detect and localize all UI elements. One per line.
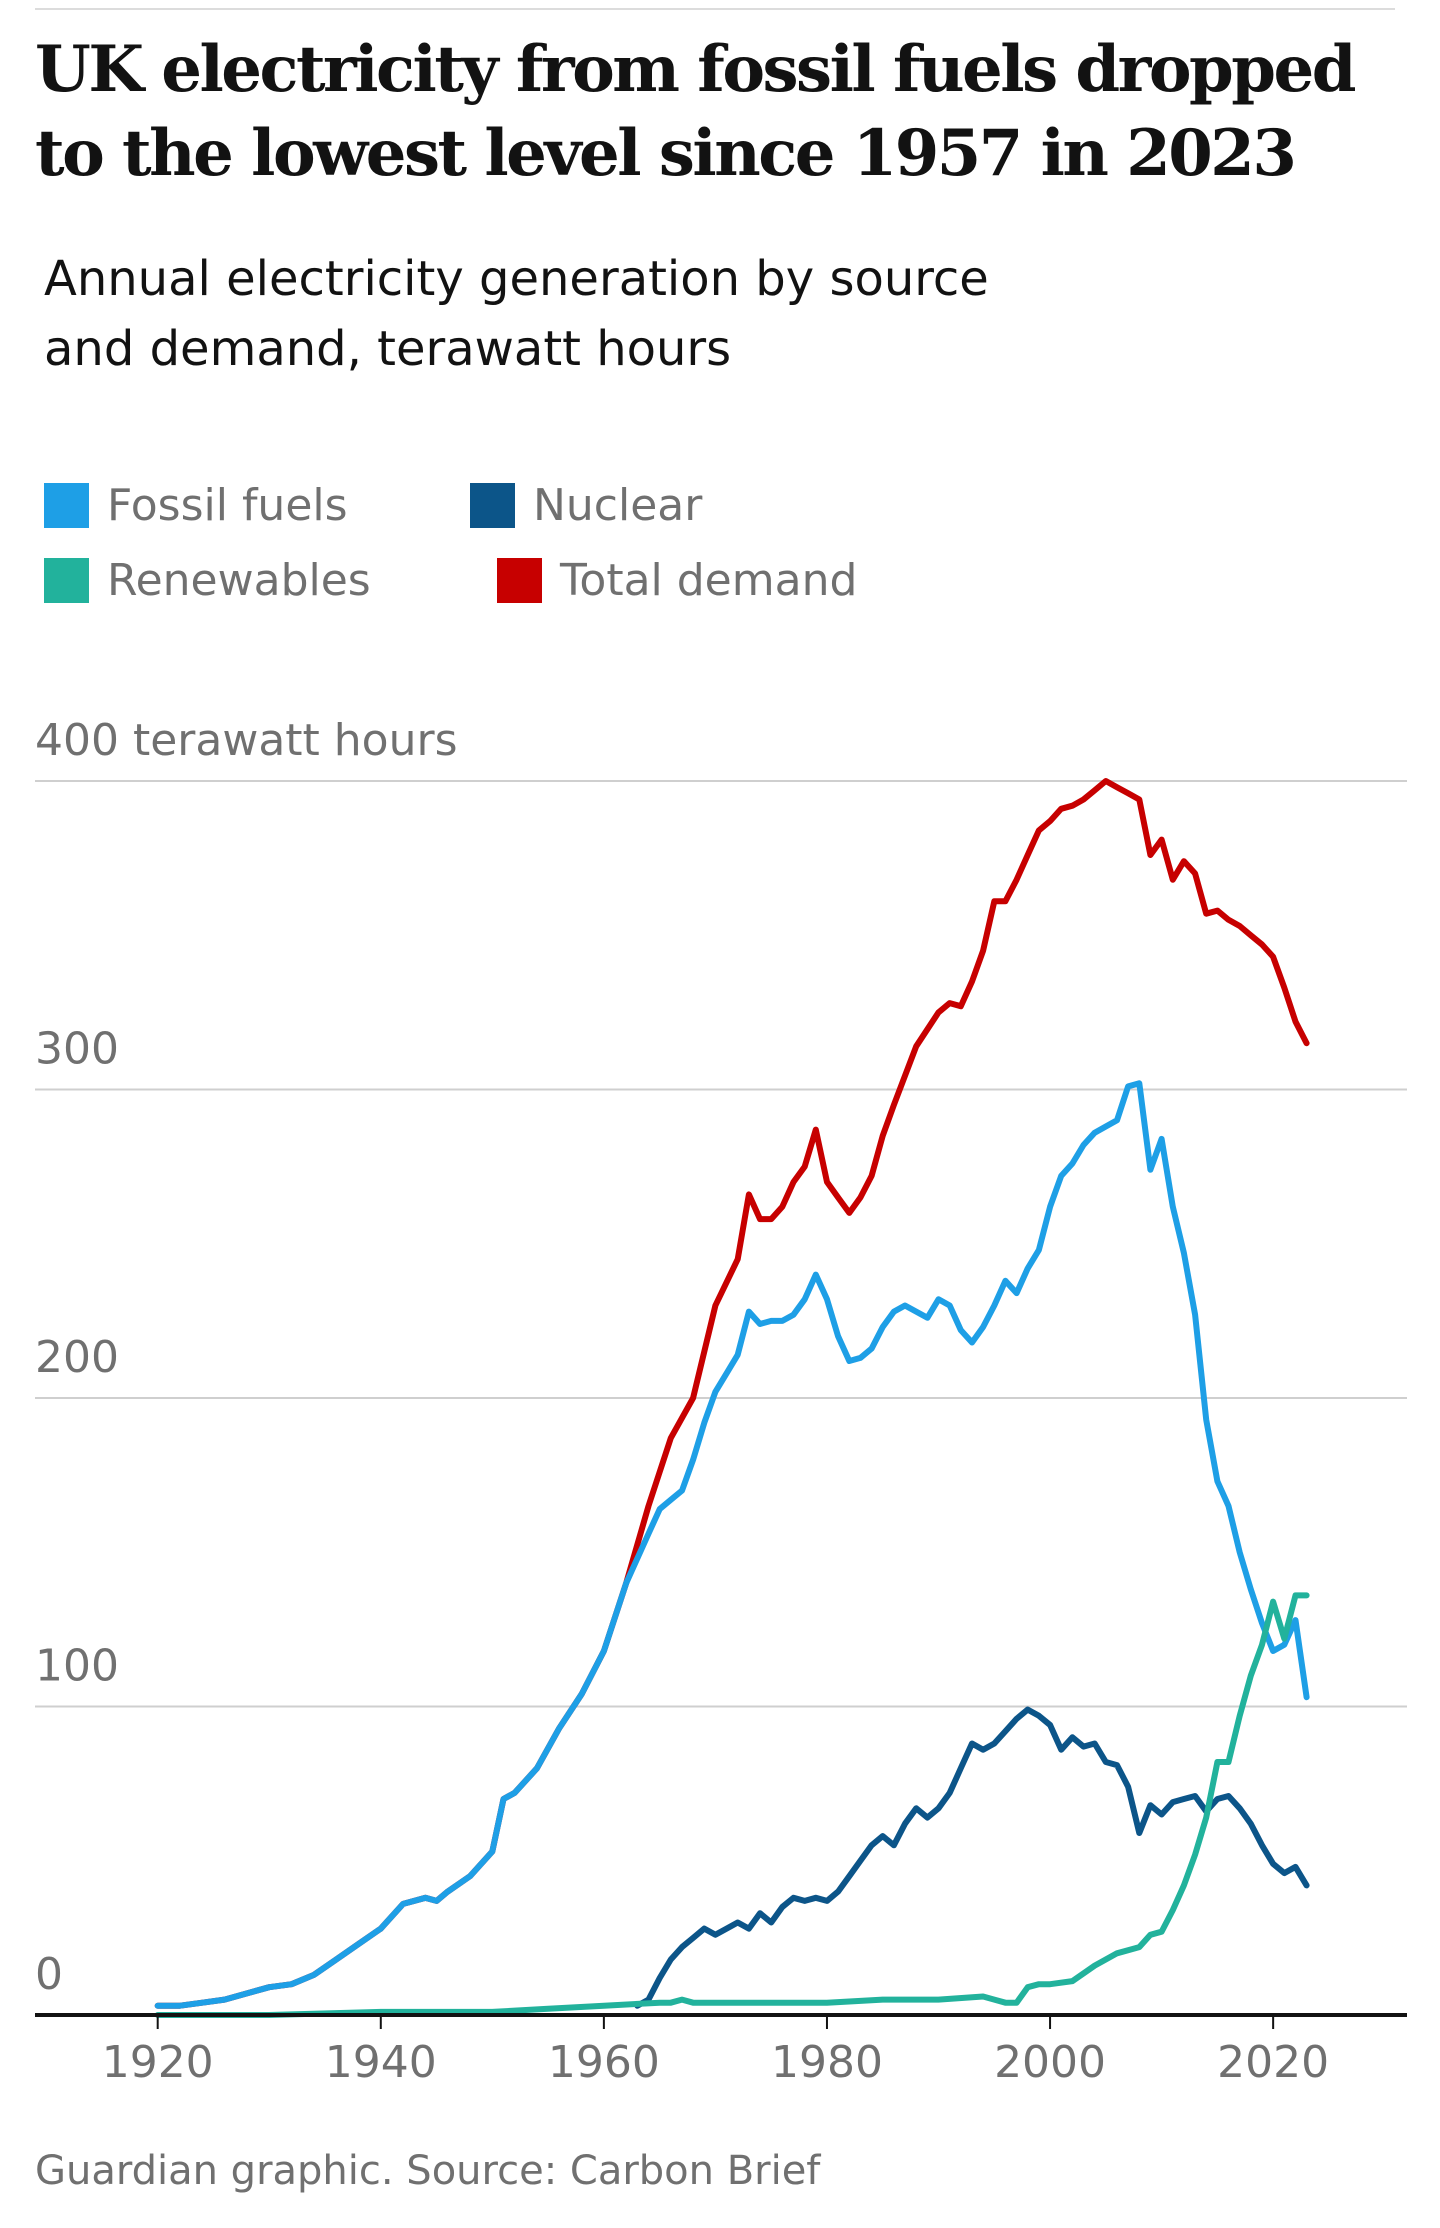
series-lines [154, 778, 1310, 2018]
legend-label-renewables: Renewables [107, 555, 371, 606]
legend-swatch-total-demand [497, 558, 542, 603]
legend-swatch-renewables [44, 558, 89, 603]
y-tick-label-200: 200 [35, 1332, 119, 1383]
legend-item-nuclear: Nuclear [470, 480, 702, 531]
legend-item-renewables: Renewables [44, 555, 371, 606]
x-tick-label-1940: 1940 [325, 2037, 437, 2088]
y-tick-label-100: 100 [35, 1641, 119, 1692]
top-rule [35, 8, 1395, 10]
legend-swatch-nuclear [470, 483, 515, 528]
x-tick-label-1920: 1920 [102, 2037, 214, 2088]
x-axis: 1920 1940 1960 1980 2000 2020 [35, 2013, 1407, 2088]
legend-swatch-fossil-fuels [44, 483, 89, 528]
legend-item-fossil-fuels: Fossil fuels [44, 480, 348, 531]
x-tick-label-1980: 1980 [771, 2037, 883, 2088]
x-tick-label-2020: 2020 [1217, 2037, 1329, 2088]
series-line-renewables [154, 1592, 1310, 2018]
chart-title: UK electricity from fossil fuels dropped… [35, 32, 1357, 191]
x-tick-label-2000: 2000 [994, 2037, 1106, 2088]
x-tick-label-1960: 1960 [548, 2037, 660, 2088]
legend-label-nuclear: Nuclear [533, 480, 703, 531]
source-note: Guardian graphic. Source: Carbon Brief [35, 2148, 821, 2194]
y-tick-label-0: 0 [35, 1949, 63, 2000]
chart-subtitle: Annual electricity generation by source … [44, 251, 989, 377]
legend-item-total-demand: Total demand [497, 555, 857, 606]
gridlines [35, 780, 1407, 1708]
y-tick-label-400: 400 terawatt hours [35, 715, 458, 766]
series-line-nuclear [634, 1706, 1310, 2009]
legend-label-total-demand: Total demand [560, 555, 858, 606]
y-tick-label-300: 300 [35, 1024, 119, 1075]
y-axis-labels: 0 100 200 300 400 terawatt hours [35, 715, 458, 2000]
series-line-fossil-fuels [154, 1080, 1310, 2009]
legend-label-fossil-fuels: Fossil fuels [107, 480, 348, 531]
